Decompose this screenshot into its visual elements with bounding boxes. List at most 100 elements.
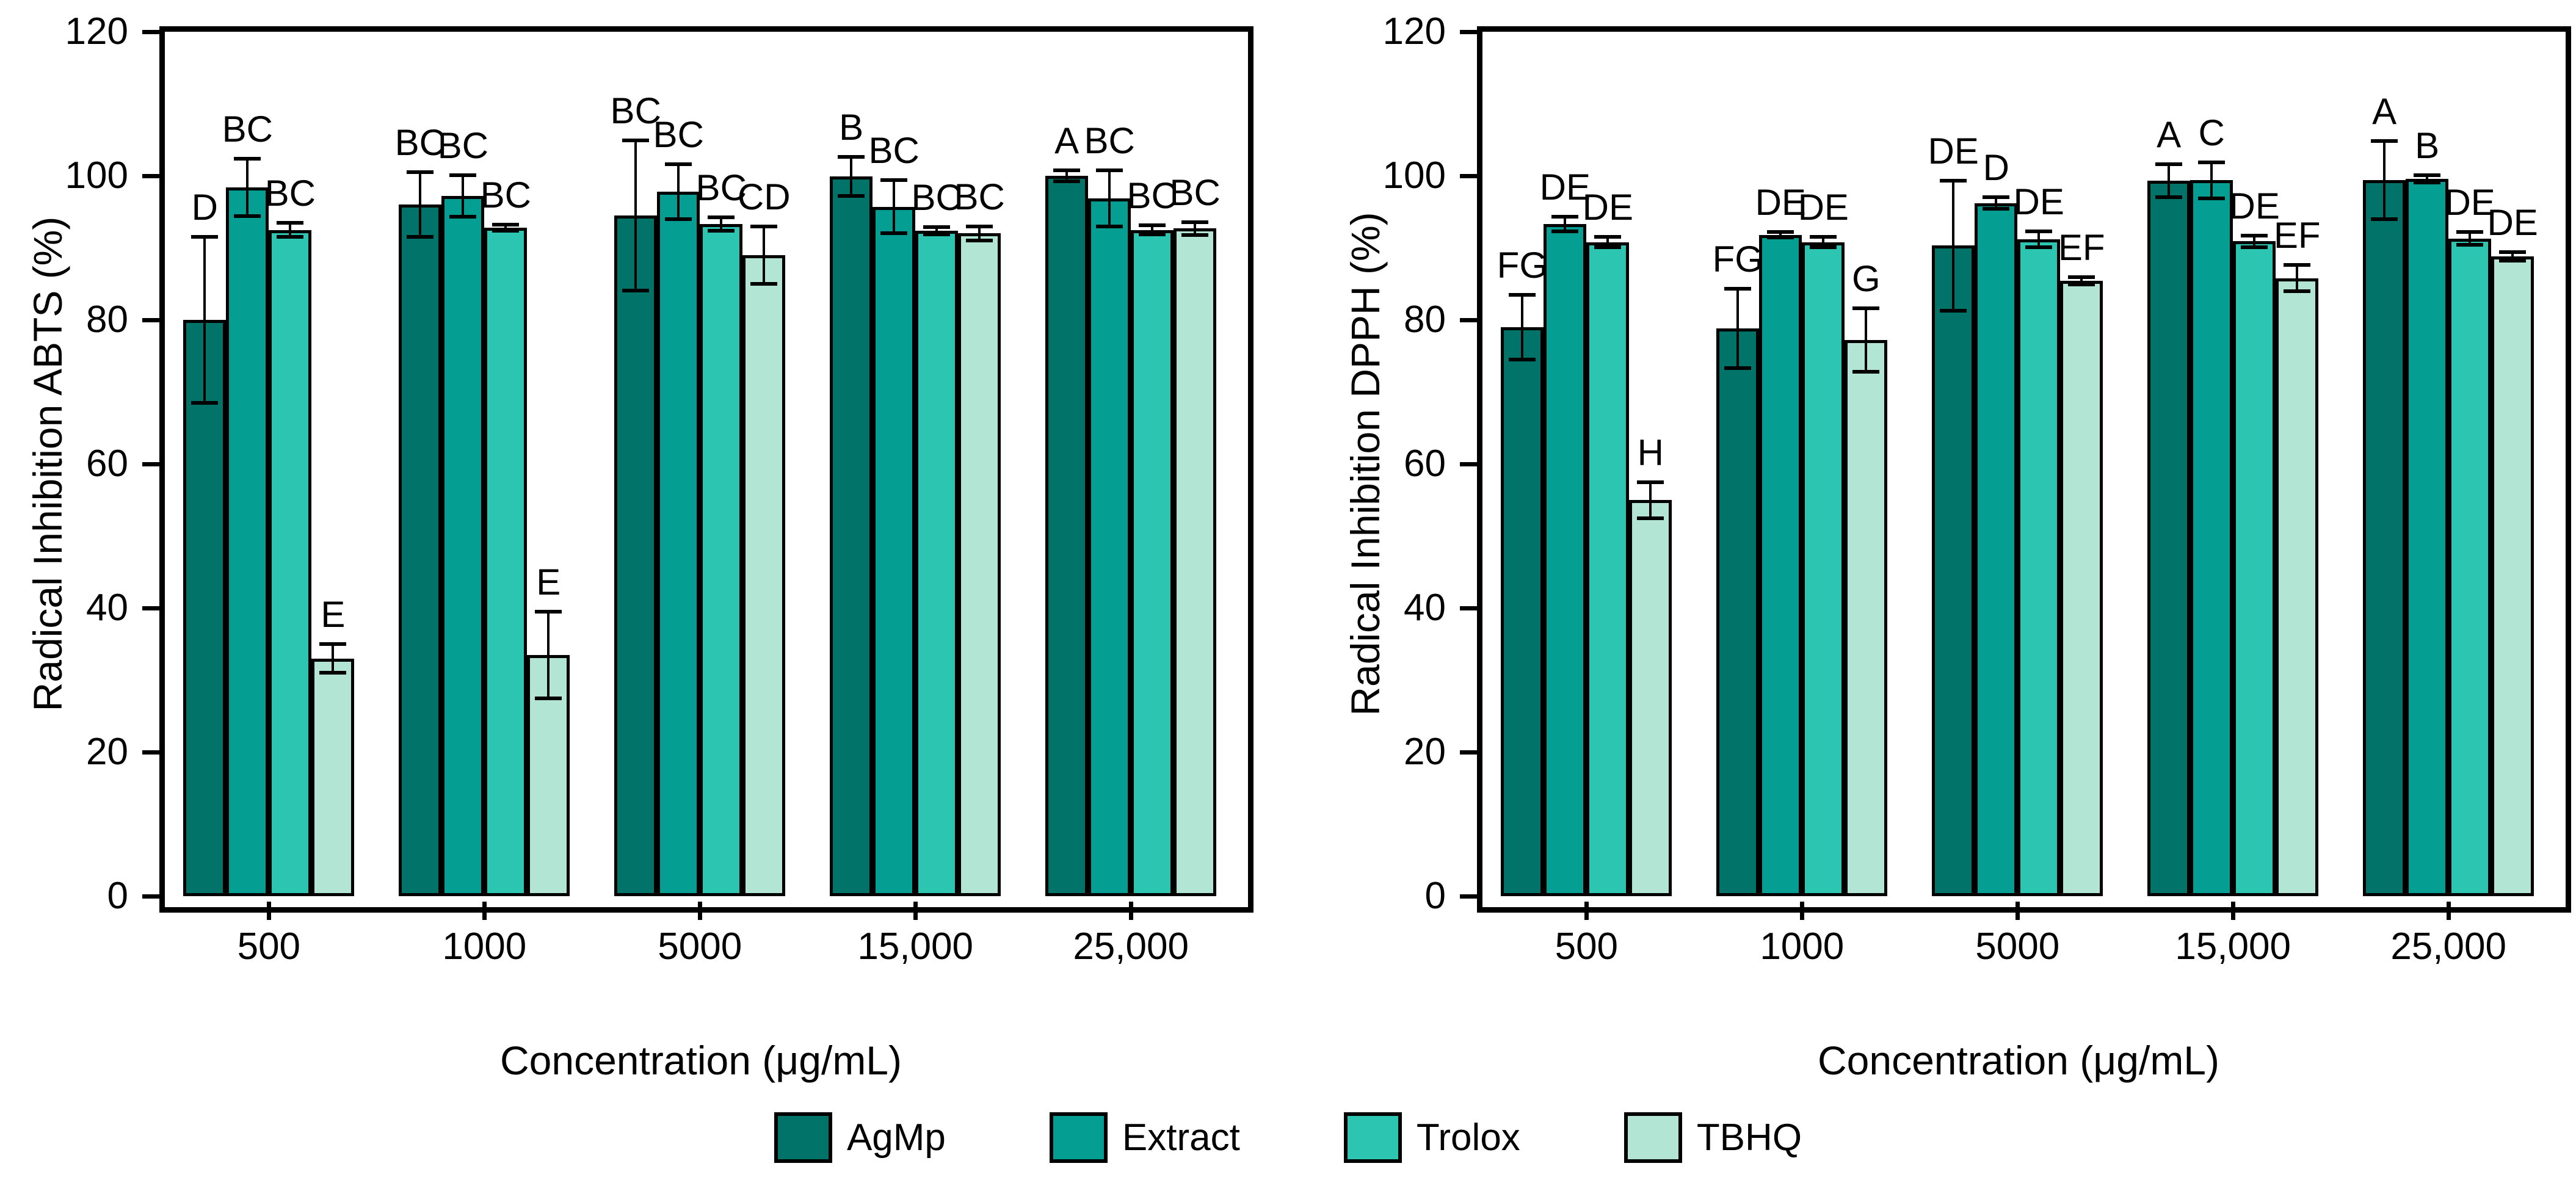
y-tick-label: 40 bbox=[86, 587, 128, 629]
bar-TBHQ-15,000 bbox=[2276, 278, 2319, 896]
error-cap bbox=[1509, 357, 1536, 361]
x-tick-label: 1000 bbox=[1760, 925, 1845, 968]
x-axis-tick bbox=[697, 902, 702, 920]
error-cap bbox=[319, 671, 347, 675]
significance-label-TBHQ-5000: CD bbox=[737, 176, 791, 217]
error-cap bbox=[750, 224, 778, 228]
error-cap bbox=[449, 173, 477, 177]
error-cap bbox=[966, 239, 993, 243]
bar-Trolox-1000 bbox=[484, 227, 528, 896]
error-cap bbox=[1767, 230, 1794, 234]
legend-item-TBHQ: TBHQ bbox=[1624, 1112, 1802, 1163]
bar-AgMp-5000 bbox=[1932, 245, 1975, 896]
error-bar-TBHQ-1000 bbox=[547, 611, 550, 698]
bar-Trolox-15,000 bbox=[2233, 241, 2276, 896]
significance-label-AgMp-500: FG bbox=[1497, 244, 1548, 286]
significance-label-AgMp-1000: FG bbox=[1712, 239, 1763, 280]
error-bar-TBHQ-1000 bbox=[1865, 308, 1868, 372]
bar-Extract-25,000 bbox=[2406, 178, 2449, 896]
error-cap bbox=[2025, 229, 2053, 233]
significance-label-AgMp-5000: BC bbox=[610, 90, 661, 132]
bar-Trolox-15,000 bbox=[915, 230, 959, 896]
error-bar-TBHQ-25,000 bbox=[2511, 252, 2514, 261]
error-cap bbox=[2025, 245, 2053, 249]
error-cap bbox=[838, 155, 865, 159]
error-cap bbox=[622, 288, 650, 292]
y-tick-label: 40 bbox=[1404, 587, 1446, 629]
legend-label: Extract bbox=[1122, 1117, 1240, 1159]
bar-Extract-5000 bbox=[657, 191, 700, 896]
x-axis-tick bbox=[1799, 902, 1804, 920]
bar-Extract-15,000 bbox=[873, 206, 916, 896]
bar-AgMp-25,000 bbox=[1045, 176, 1089, 896]
error-cap bbox=[880, 178, 908, 183]
legend-swatch-icon bbox=[1624, 1112, 1682, 1163]
bar-AgMp-500 bbox=[1501, 327, 1544, 896]
error-cap bbox=[1637, 516, 1664, 520]
error-bar-Trolox-5000 bbox=[720, 217, 723, 231]
significance-label-AgMp-25,000: A bbox=[2372, 91, 2397, 132]
error-cap bbox=[1096, 224, 1123, 228]
y-tick-label: 60 bbox=[1404, 443, 1446, 485]
error-bar-Trolox-25,000 bbox=[1151, 225, 1154, 234]
significance-label-Trolox-500: DE bbox=[1582, 187, 1633, 228]
error-bar-TBHQ-15,000 bbox=[978, 226, 981, 241]
error-bar-TBHQ-5000 bbox=[2080, 277, 2083, 285]
significance-label-Trolox-25,000: DE bbox=[2444, 182, 2495, 223]
error-bar-Extract-1000 bbox=[462, 175, 465, 217]
bar-AgMp-15,000 bbox=[830, 176, 873, 896]
error-cap bbox=[1852, 306, 1880, 311]
bar-Trolox-25,000 bbox=[1131, 230, 1174, 896]
bar-TBHQ-25,000 bbox=[1174, 228, 1217, 896]
abts-plot-area: 0 20 40 60 80 100 120 500 D BC BC E 1000 BC BC BC E 5000 B… bbox=[65, 10, 1254, 968]
y-tick-label: 20 bbox=[86, 731, 128, 773]
error-cap bbox=[665, 217, 692, 221]
error-cap bbox=[2068, 283, 2095, 287]
x-axis-tick bbox=[482, 902, 487, 920]
error-cap bbox=[923, 225, 951, 229]
legend-label: Trolox bbox=[1416, 1117, 1520, 1159]
bar-Extract-500 bbox=[226, 187, 269, 896]
y-axis-tick bbox=[142, 317, 159, 322]
error-cap bbox=[407, 235, 434, 239]
significance-label-Extract-25,000: BC bbox=[1084, 120, 1135, 161]
error-bar-AgMp-5000 bbox=[634, 140, 637, 291]
error-bar-Extract-25,000 bbox=[1108, 170, 1111, 226]
error-cap bbox=[1509, 292, 1536, 297]
bar-TBHQ-15,000 bbox=[958, 233, 1001, 896]
legend-item-AgMp: AgMp bbox=[774, 1112, 946, 1163]
error-cap bbox=[1767, 236, 1794, 240]
error-cap bbox=[2414, 173, 2441, 177]
bar-AgMp-5000 bbox=[614, 215, 658, 896]
y-tick-label: 0 bbox=[107, 875, 128, 917]
significance-label-Extract-15,000: C bbox=[2198, 112, 2225, 153]
x-tick-label: 5000 bbox=[1975, 925, 2060, 968]
bar-TBHQ-5000 bbox=[2060, 281, 2103, 896]
y-tick-label: 0 bbox=[1424, 875, 1446, 917]
legend-item-Trolox: Trolox bbox=[1343, 1112, 1520, 1163]
error-cap bbox=[1139, 223, 1166, 228]
error-cap bbox=[2155, 195, 2183, 200]
x-tick-label: 25,000 bbox=[1073, 925, 1189, 968]
error-cap bbox=[2456, 230, 2484, 234]
error-bar-Trolox-1000 bbox=[504, 225, 507, 231]
bar-Extract-1000 bbox=[441, 196, 485, 896]
error-bar-Trolox-15,000 bbox=[935, 226, 938, 234]
x-axis-tick bbox=[2015, 902, 2020, 920]
error-cap bbox=[1637, 480, 1664, 484]
error-bar-AgMp-15,000 bbox=[850, 157, 853, 197]
bar-AgMp-1000 bbox=[1716, 328, 1760, 896]
significance-label-TBHQ-1000: E bbox=[536, 561, 561, 603]
y-tick-label: 20 bbox=[1404, 731, 1446, 773]
bar-AgMp-25,000 bbox=[2363, 180, 2406, 896]
error-cap bbox=[1810, 245, 1837, 249]
error-bar-Trolox-5000 bbox=[2037, 231, 2041, 247]
error-bar-TBHQ-5000 bbox=[763, 226, 766, 284]
error-bar-AgMp-25,000 bbox=[2383, 141, 2386, 219]
error-cap bbox=[966, 224, 993, 228]
error-cap bbox=[191, 400, 219, 405]
error-cap bbox=[1724, 366, 1752, 371]
error-cap bbox=[277, 220, 304, 225]
x-axis-tick bbox=[1584, 902, 1589, 920]
error-bar-AgMp-1000 bbox=[1736, 289, 1740, 369]
